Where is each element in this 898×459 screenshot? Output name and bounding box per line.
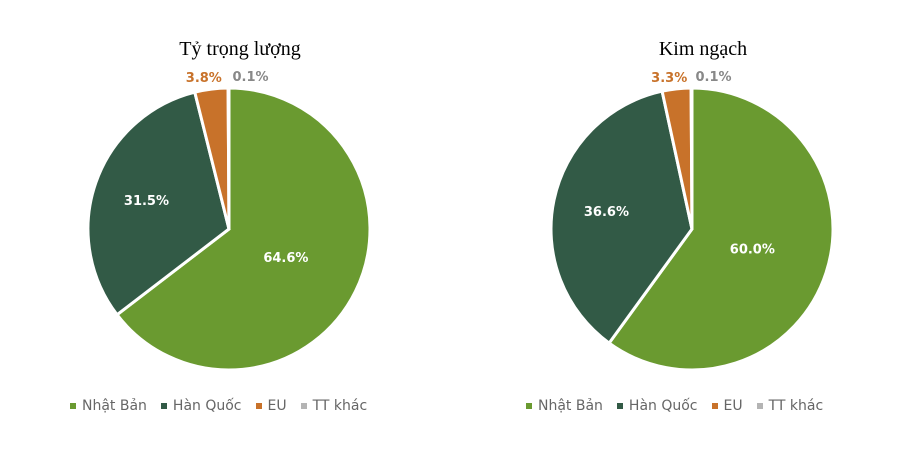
pie-slice bbox=[607, 86, 835, 372]
legend-swatch bbox=[526, 403, 532, 409]
legend-label: TT khác bbox=[312, 398, 368, 414]
legend-swatch bbox=[255, 403, 262, 409]
legend-item: Nhật Bản bbox=[526, 398, 603, 414]
data-label: 31.5% bbox=[124, 194, 169, 209]
legend-swatch bbox=[711, 403, 718, 409]
data-label: 3.8% bbox=[186, 71, 222, 86]
data-label: 60.0% bbox=[730, 243, 775, 258]
legend-item: EU bbox=[711, 398, 743, 414]
chart-title-weight: Tỷ trọng lượng bbox=[179, 38, 301, 60]
data-label: 0.1% bbox=[695, 70, 731, 85]
legend-label: Nhật Bản bbox=[82, 398, 147, 414]
legend-label: EU bbox=[723, 398, 743, 414]
legend-weight: Nhật Bản Hàn Quốc EU TT khác bbox=[70, 398, 367, 414]
pie-slice bbox=[114, 86, 372, 372]
pie-slice bbox=[226, 86, 231, 230]
pie-slice bbox=[86, 90, 231, 317]
pie-weight: 64.6% 31.5% 3.8% 0.1% bbox=[86, 70, 372, 372]
legend-value: Nhật Bản Hàn Quốc EU TT khác bbox=[526, 398, 823, 414]
data-label: 3.3% bbox=[651, 71, 687, 86]
pie-slice bbox=[689, 86, 694, 230]
legend-item: TT khác bbox=[756, 398, 824, 414]
legend-swatch bbox=[160, 403, 167, 409]
legend-swatch bbox=[70, 403, 76, 409]
legend-label: Hàn Quốc bbox=[172, 398, 242, 414]
legend-label: EU bbox=[267, 398, 287, 414]
legend-item: Hàn Quốc bbox=[616, 398, 698, 414]
pie-value: 60.0% 36.6% 3.3% 0.1% bbox=[549, 70, 835, 372]
pie-slice bbox=[549, 89, 694, 346]
legend-item: EU bbox=[255, 398, 287, 414]
data-label: 64.6% bbox=[263, 251, 308, 266]
chart-title-value: Kim ngạch bbox=[658, 38, 748, 60]
legend-swatch bbox=[616, 403, 623, 409]
legend-item: Hàn Quốc bbox=[160, 398, 242, 414]
legend-label: Nhật Bản bbox=[538, 398, 603, 414]
legend-swatch bbox=[756, 403, 763, 409]
legend-item: TT khác bbox=[300, 398, 368, 414]
legend-label: Hàn Quốc bbox=[628, 398, 698, 414]
legend-item: Nhật Bản bbox=[70, 398, 147, 414]
legend-swatch bbox=[300, 403, 307, 409]
data-label: 0.1% bbox=[232, 70, 268, 85]
data-label: 36.6% bbox=[584, 205, 629, 220]
legend-label: TT khác bbox=[768, 398, 824, 414]
